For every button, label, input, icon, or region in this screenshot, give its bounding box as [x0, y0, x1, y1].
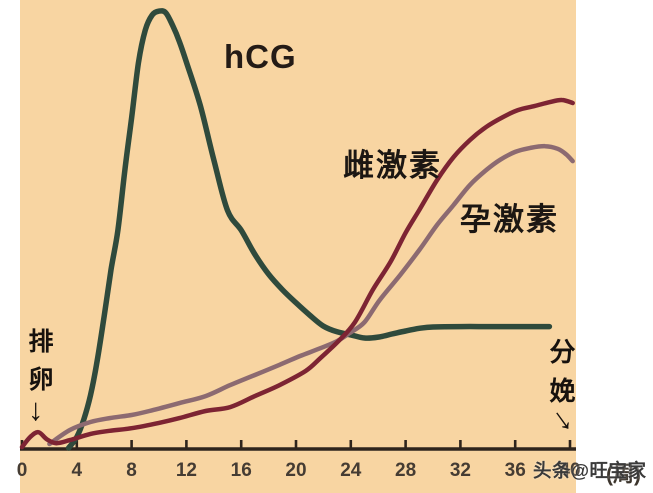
ovulation-label: 排卵: [25, 328, 53, 404]
series-label-progesterone: 孕激素: [460, 202, 559, 237]
x-tick-label: 40: [559, 460, 580, 481]
x-tick-label: 24: [340, 460, 362, 481]
watermark: 头条@旺宝家: [533, 460, 647, 481]
x-tick-label: 36: [505, 460, 526, 481]
series-label-hcg: hCG: [224, 38, 297, 75]
series-curve-hCG: [65, 8, 553, 451]
x-tick-label: 12: [176, 460, 197, 481]
series-curve-雌激素: [19, 97, 575, 450]
series-label-estrogen: 雌激素: [343, 148, 442, 183]
x-tick-label: 4: [72, 460, 83, 481]
x-tick-label: 20: [285, 460, 306, 481]
x-tick-label: 32: [450, 460, 471, 481]
delivery-label: 分娩: [546, 338, 576, 416]
x-tick-label: 8: [126, 460, 137, 481]
down-arrow-icon: ↓: [28, 392, 44, 427]
x-tick-label: 0: [17, 460, 28, 481]
x-tick-label: 16: [231, 460, 252, 481]
x-tick-label: 28: [395, 460, 416, 481]
series-curve-孕激素: [47, 143, 575, 447]
x-axis-unit-label: (周): [606, 463, 641, 486]
